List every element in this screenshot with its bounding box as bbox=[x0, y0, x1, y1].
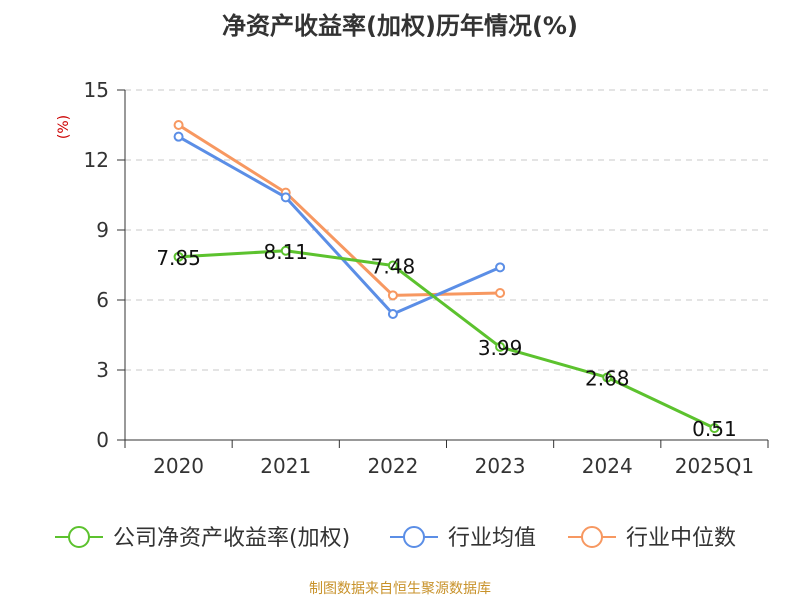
legend-swatch-marker bbox=[403, 526, 425, 548]
data-point bbox=[495, 288, 506, 298]
y-axis-unit: (%) bbox=[56, 115, 72, 139]
data-point bbox=[280, 192, 291, 203]
data-label: 2.68 bbox=[585, 366, 630, 390]
x-tick-label: 2025Q1 bbox=[675, 454, 754, 478]
series-line bbox=[178, 249, 716, 430]
x-tick-label: 2024 bbox=[582, 454, 633, 478]
y-tick-label: 6 bbox=[96, 288, 109, 312]
data-point bbox=[495, 262, 506, 273]
x-tick-label: 2023 bbox=[475, 454, 526, 478]
y-tick-label: 0 bbox=[96, 428, 109, 452]
x-tick-label: 2021 bbox=[260, 454, 311, 478]
y-tick-label: 3 bbox=[96, 358, 109, 382]
y-tick-label: 9 bbox=[96, 218, 109, 242]
series-line bbox=[177, 135, 501, 316]
source-note: 制图数据来自恒生聚源数据库 bbox=[309, 581, 491, 597]
x-tick-label: 2020 bbox=[153, 454, 204, 478]
data-label: 3.99 bbox=[478, 336, 523, 360]
data-point bbox=[173, 131, 184, 142]
legend-label: 行业均值 bbox=[448, 526, 536, 551]
data-point bbox=[709, 423, 720, 434]
legend-swatch-marker bbox=[68, 526, 90, 548]
data-point bbox=[387, 309, 398, 319]
x-tick-label: 2022 bbox=[367, 454, 418, 478]
data-point bbox=[495, 341, 506, 352]
data-label: 7.85 bbox=[156, 246, 201, 270]
data-point bbox=[280, 245, 291, 256]
data-label: 0.51 bbox=[692, 417, 737, 441]
data-label: 8.11 bbox=[263, 240, 308, 264]
legend-label: 行业中位数 bbox=[626, 526, 736, 551]
data-label: 7.48 bbox=[371, 254, 416, 278]
y-tick-label: 12 bbox=[84, 148, 109, 172]
y-tick-label: 15 bbox=[84, 78, 109, 102]
legend-swatch-marker bbox=[581, 526, 603, 548]
series-line bbox=[177, 123, 501, 297]
data-point bbox=[173, 120, 184, 130]
chart-title: 净资产收益率(加权)历年情况(%) bbox=[222, 12, 578, 40]
data-point bbox=[387, 260, 398, 271]
data-point bbox=[173, 251, 184, 262]
data-point bbox=[387, 290, 398, 301]
legend-label: 公司净资产收益率(加权) bbox=[113, 526, 350, 551]
data-point bbox=[602, 372, 613, 383]
